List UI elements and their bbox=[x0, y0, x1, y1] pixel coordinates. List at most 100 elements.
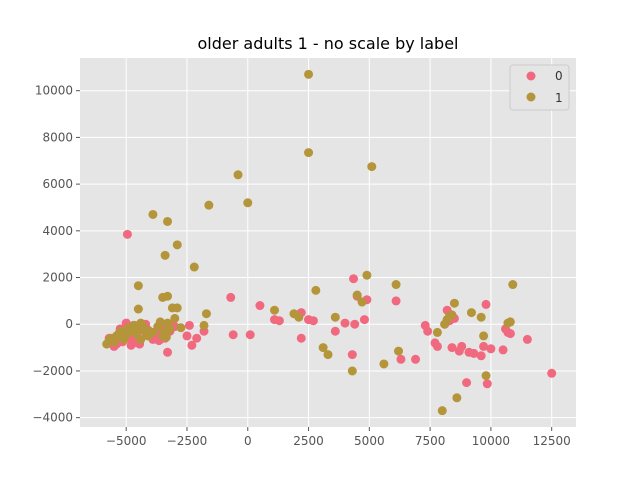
data-point-label-1 bbox=[294, 312, 304, 322]
legend-label-1: 1 bbox=[555, 91, 563, 105]
data-point-label-1 bbox=[352, 290, 362, 300]
data-point-label-0 bbox=[296, 333, 306, 343]
chart-title: older adults 1 - no scale by label bbox=[198, 34, 459, 53]
data-point-label-1 bbox=[304, 69, 314, 79]
x-axis: −5000 −2500 0 2500 5000 7500 10000 12500 bbox=[106, 427, 571, 448]
plot-area bbox=[80, 58, 576, 427]
data-point-label-0 bbox=[486, 344, 496, 354]
data-point-label-1 bbox=[170, 313, 180, 323]
data-point-label-0 bbox=[347, 350, 357, 360]
data-point-label-0 bbox=[340, 318, 350, 328]
data-point-label-1 bbox=[243, 198, 253, 208]
y-tick-label: 4000 bbox=[42, 224, 73, 238]
data-point-label-0 bbox=[184, 320, 194, 330]
data-point-label-1 bbox=[160, 250, 170, 260]
data-point-label-1 bbox=[432, 327, 442, 337]
data-point-label-0 bbox=[423, 326, 433, 336]
y-tick-label: −4000 bbox=[32, 411, 73, 425]
data-point-label-0 bbox=[396, 354, 406, 364]
data-point-label-1 bbox=[391, 280, 401, 290]
data-point-label-1 bbox=[394, 346, 404, 356]
data-point-label-0 bbox=[359, 315, 369, 325]
data-point-label-1 bbox=[109, 337, 119, 347]
data-point-label-1 bbox=[163, 318, 173, 328]
data-point-label-1 bbox=[505, 317, 515, 327]
data-point-label-1 bbox=[481, 371, 491, 381]
data-point-label-0 bbox=[308, 316, 318, 326]
data-point-label-1 bbox=[176, 323, 186, 333]
data-point-label-1 bbox=[133, 281, 143, 291]
data-point-label-1 bbox=[270, 305, 280, 315]
data-point-label-1 bbox=[367, 162, 377, 172]
data-point-label-0 bbox=[349, 274, 359, 284]
data-point-label-0 bbox=[255, 301, 265, 311]
y-tick-label: 8000 bbox=[42, 130, 73, 144]
scatter-points bbox=[102, 69, 557, 416]
data-point-label-0 bbox=[481, 299, 491, 309]
y-tick-label: 10000 bbox=[35, 84, 73, 98]
y-tick-label: −2000 bbox=[32, 364, 73, 378]
data-point-label-1 bbox=[452, 393, 462, 403]
data-point-label-1 bbox=[330, 312, 340, 322]
legend: 0 1 bbox=[509, 64, 570, 111]
data-point-label-0 bbox=[498, 345, 508, 355]
data-point-label-0 bbox=[505, 329, 515, 339]
x-tick-label: 5000 bbox=[354, 434, 385, 448]
data-point-label-1 bbox=[172, 240, 182, 250]
data-point-label-0 bbox=[330, 326, 340, 336]
y-tick-label: 6000 bbox=[42, 177, 73, 191]
legend-marker-1 bbox=[526, 92, 536, 102]
data-point-label-1 bbox=[466, 308, 476, 318]
data-point-label-1 bbox=[233, 170, 243, 180]
x-tick-label: 0 bbox=[244, 434, 252, 448]
data-point-label-0 bbox=[122, 229, 132, 239]
data-point-label-0 bbox=[245, 330, 255, 340]
x-tick-label: −5000 bbox=[106, 434, 147, 448]
x-tick-label: −2500 bbox=[167, 434, 208, 448]
data-point-label-0 bbox=[411, 354, 421, 364]
data-point-label-0 bbox=[457, 341, 467, 351]
data-point-label-0 bbox=[350, 319, 360, 329]
x-tick-label: 2500 bbox=[293, 434, 324, 448]
data-point-label-0 bbox=[522, 334, 532, 344]
data-point-label-1 bbox=[357, 297, 367, 307]
data-point-label-1 bbox=[447, 310, 457, 320]
data-point-label-1 bbox=[189, 262, 199, 272]
data-point-label-1 bbox=[476, 312, 486, 322]
data-point-label-1 bbox=[133, 304, 143, 314]
data-point-label-1 bbox=[311, 285, 321, 295]
data-point-label-1 bbox=[318, 343, 328, 353]
data-point-label-1 bbox=[163, 216, 173, 226]
data-point-label-0 bbox=[226, 292, 236, 302]
data-point-label-0 bbox=[432, 341, 442, 351]
data-point-label-1 bbox=[204, 200, 214, 210]
legend-marker-0 bbox=[526, 71, 536, 81]
data-point-label-0 bbox=[547, 368, 557, 378]
data-point-label-0 bbox=[391, 296, 401, 306]
data-point-label-0 bbox=[228, 330, 238, 340]
data-point-label-0 bbox=[182, 331, 192, 341]
data-point-label-1 bbox=[163, 291, 173, 301]
data-point-label-0 bbox=[274, 316, 284, 326]
x-tick-label: 12500 bbox=[533, 434, 571, 448]
legend-box bbox=[509, 64, 570, 111]
y-axis: −4000 −2000 0 2000 4000 6000 8000 10000 bbox=[32, 84, 80, 425]
data-point-label-1 bbox=[379, 359, 389, 369]
data-point-label-1 bbox=[323, 350, 333, 360]
y-tick-label: 2000 bbox=[42, 271, 73, 285]
data-point-label-1 bbox=[479, 331, 489, 341]
legend-label-0: 0 bbox=[555, 69, 563, 83]
data-point-label-1 bbox=[201, 309, 211, 319]
data-point-label-1 bbox=[199, 320, 209, 330]
data-point-label-0 bbox=[187, 340, 197, 350]
data-point-label-0 bbox=[469, 348, 479, 358]
x-tick-label: 10000 bbox=[472, 434, 510, 448]
data-point-label-1 bbox=[148, 209, 158, 219]
data-point-label-0 bbox=[476, 351, 486, 361]
data-point-label-0 bbox=[192, 333, 202, 343]
data-point-label-1 bbox=[508, 280, 518, 290]
data-point-label-0 bbox=[479, 341, 489, 351]
x-tick-label: 7500 bbox=[415, 434, 446, 448]
data-point-label-1 bbox=[437, 406, 447, 416]
data-point-label-1 bbox=[362, 270, 372, 280]
